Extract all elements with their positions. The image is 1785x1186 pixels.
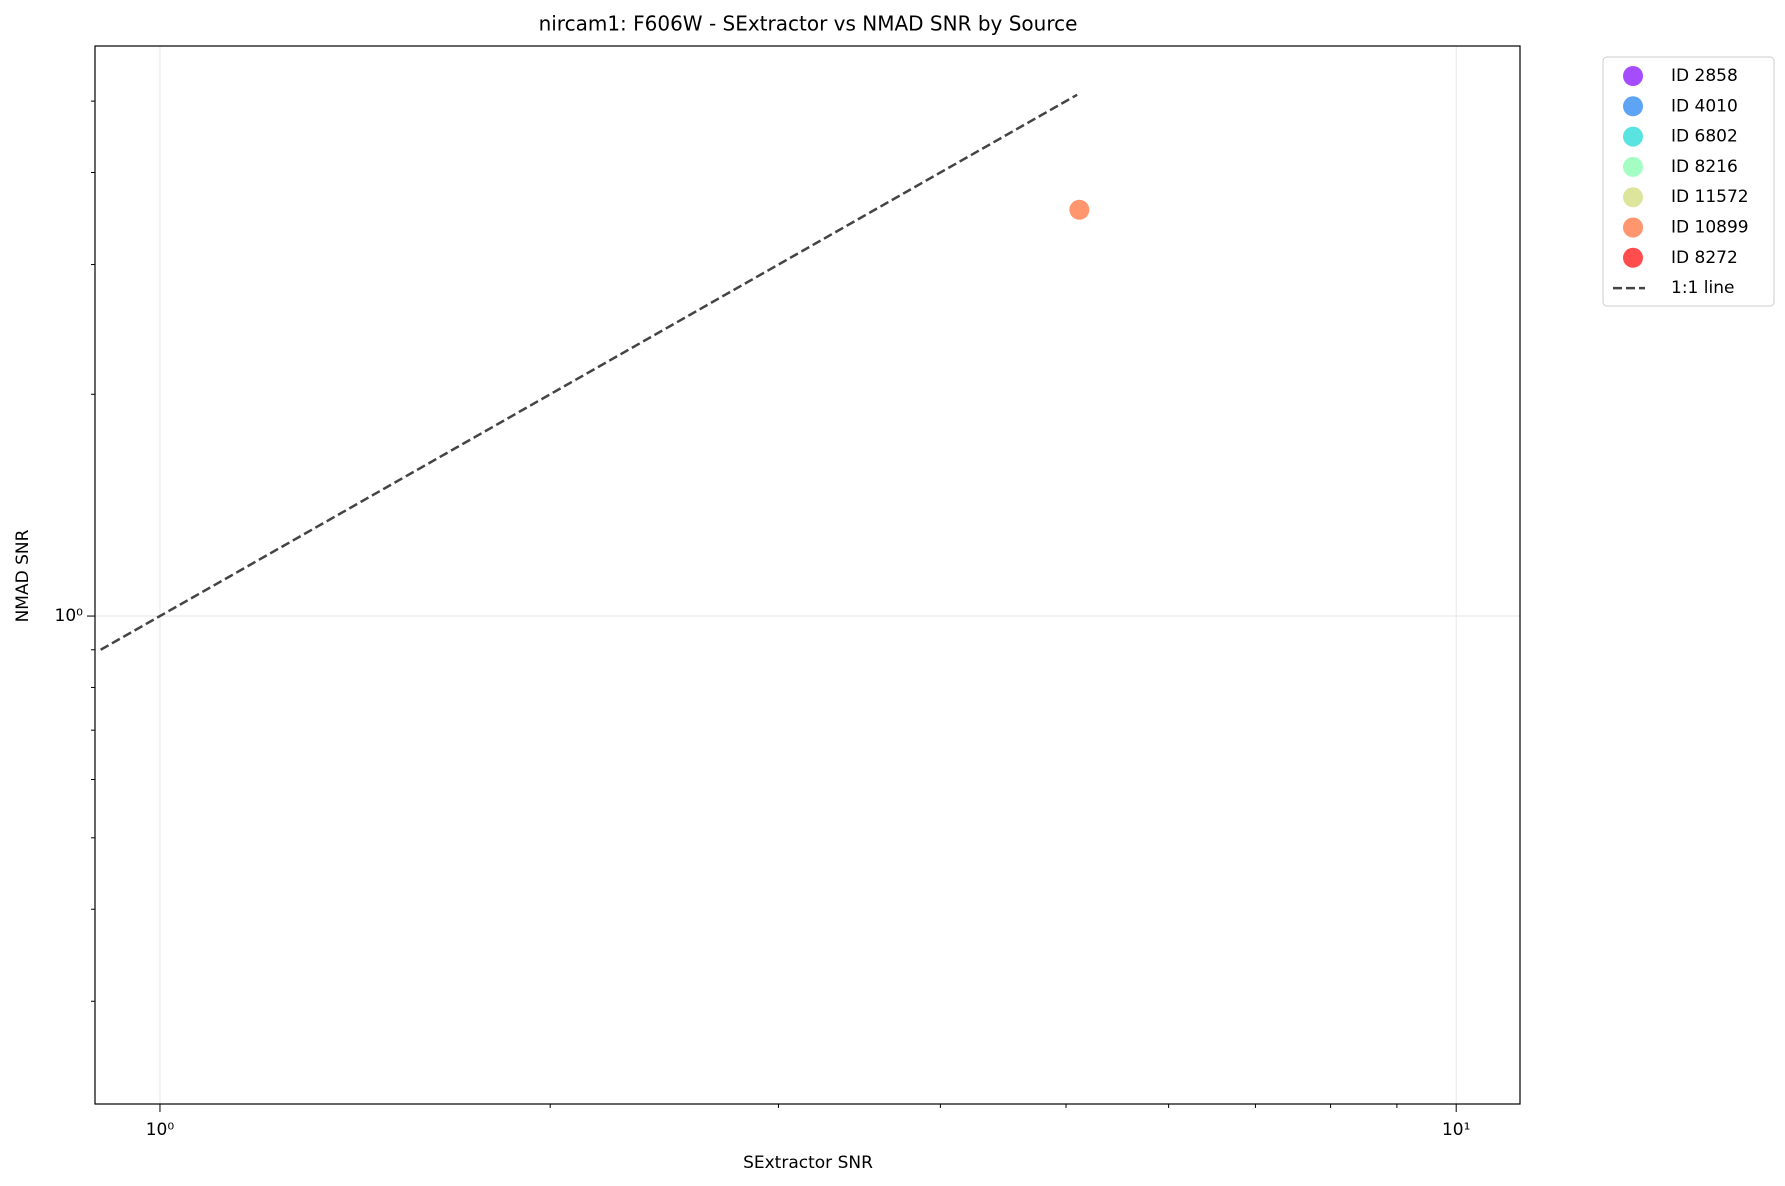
reference-line [100, 93, 1078, 651]
legend-label: ID 8216 [1671, 157, 1738, 177]
x-axis-label: SExtractor SNR [743, 1153, 873, 1173]
legend-marker [1623, 156, 1643, 177]
plot-frame [94, 45, 1521, 1105]
y-tick-label: 10⁰ [55, 606, 84, 626]
legend-marker [1623, 187, 1643, 208]
y-axis-label: NMAD SNR [13, 529, 33, 622]
x-tick-label: 10⁰ [146, 1120, 175, 1140]
x-tick-label: 10¹ [1442, 1120, 1470, 1140]
legend-marker [1623, 247, 1643, 268]
legend-label: ID 10899 [1671, 218, 1749, 238]
legend-box [1602, 56, 1775, 307]
legend-marker [1623, 66, 1643, 86]
point [1069, 199, 1090, 220]
legend-label: ID 8272 [1671, 248, 1738, 268]
legend-marker [1623, 126, 1643, 147]
plot-area [100, 93, 1090, 651]
legend-label: ID 6802 [1671, 127, 1738, 147]
legend-label: ID 11572 [1671, 187, 1749, 207]
legend-marker [1623, 217, 1643, 238]
chart-title: nircam1: F606W - SExtractor vs NMAD SNR … [539, 12, 1078, 36]
legend-label: ID 2858 [1671, 66, 1738, 86]
legend-marker [1623, 96, 1643, 117]
legend-label: ID 4010 [1671, 96, 1738, 116]
legend-label: 1:1 line [1671, 278, 1734, 298]
